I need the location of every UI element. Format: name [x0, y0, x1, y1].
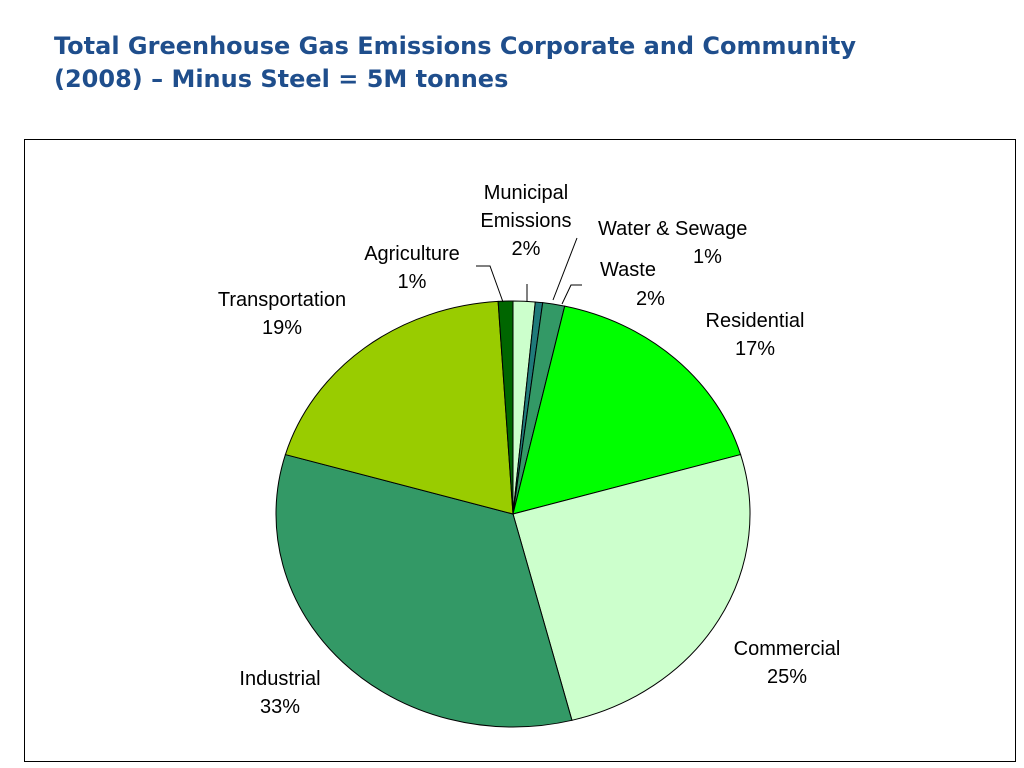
slice-label-group-residential: Residential 17%	[706, 310, 805, 360]
slice-labels: Municipal Emissions 2% Water & Sewage 1% Wast…	[218, 182, 840, 718]
slice-label-group-transportation: Transportation 19%	[218, 289, 346, 339]
pie-slice-transportation	[284, 300, 514, 515]
slice-label-industrial: Industrial	[239, 668, 320, 690]
slice-percent-commercial: 25%	[767, 666, 807, 688]
leader-line-water-sewage	[552, 237, 578, 301]
pie-slice-commercial	[512, 453, 751, 721]
slice-label-transportation: Transportation	[218, 289, 346, 311]
slice-label-municipal-emissions-line-1: Municipal	[484, 182, 568, 204]
pie-slice-agriculture	[497, 300, 514, 515]
slice-label-group-water-sewage: Water & Sewage 1%	[598, 218, 747, 268]
slice-label-residential: Residential	[706, 310, 805, 332]
slide-title: Total Greenhouse Gas Emissions Corporate…	[54, 30, 1004, 96]
slice-percent-residential: 17%	[735, 338, 775, 360]
slice-percent-agriculture: 1%	[398, 271, 427, 293]
pie-slice-residential	[512, 305, 742, 515]
slice-label-waste: Waste	[600, 259, 656, 281]
slice-label-commercial: Commercial	[734, 638, 841, 660]
slice-label-group-agriculture: Agriculture 1%	[364, 243, 460, 293]
slide-title-line-1: Total Greenhouse Gas Emissions Corporate…	[54, 32, 857, 60]
slice-percent-industrial: 33%	[260, 696, 300, 718]
slice-percent-water-sewage: 1%	[693, 246, 722, 268]
leader-lines	[476, 237, 582, 305]
slice-label-group-waste: Waste 2%	[600, 259, 665, 310]
slice-label-agriculture: Agriculture	[364, 243, 460, 265]
pie-slice-industrial	[275, 453, 573, 728]
leader-line-agriculture	[476, 265, 504, 303]
slice-label-group-commercial: Commercial 25%	[734, 638, 841, 688]
leader-line-waste	[561, 284, 582, 305]
slide-title-line-2: (2008) – Minus Steel = 5M tonnes	[54, 65, 509, 93]
pie-slices	[275, 300, 751, 728]
slice-percent-municipal-emissions: 2%	[512, 238, 541, 260]
slice-label-municipal-emissions-line-2: Emissions	[480, 210, 571, 232]
slice-percent-transportation: 19%	[262, 317, 302, 339]
slice-label-group-municipal-emissions: Municipal Emissions 2%	[480, 182, 571, 260]
slice-label-water-sewage: Water & Sewage	[598, 218, 747, 240]
slice-label-group-industrial: Industrial 33%	[239, 668, 320, 718]
slice-percent-waste: 2%	[636, 288, 665, 310]
